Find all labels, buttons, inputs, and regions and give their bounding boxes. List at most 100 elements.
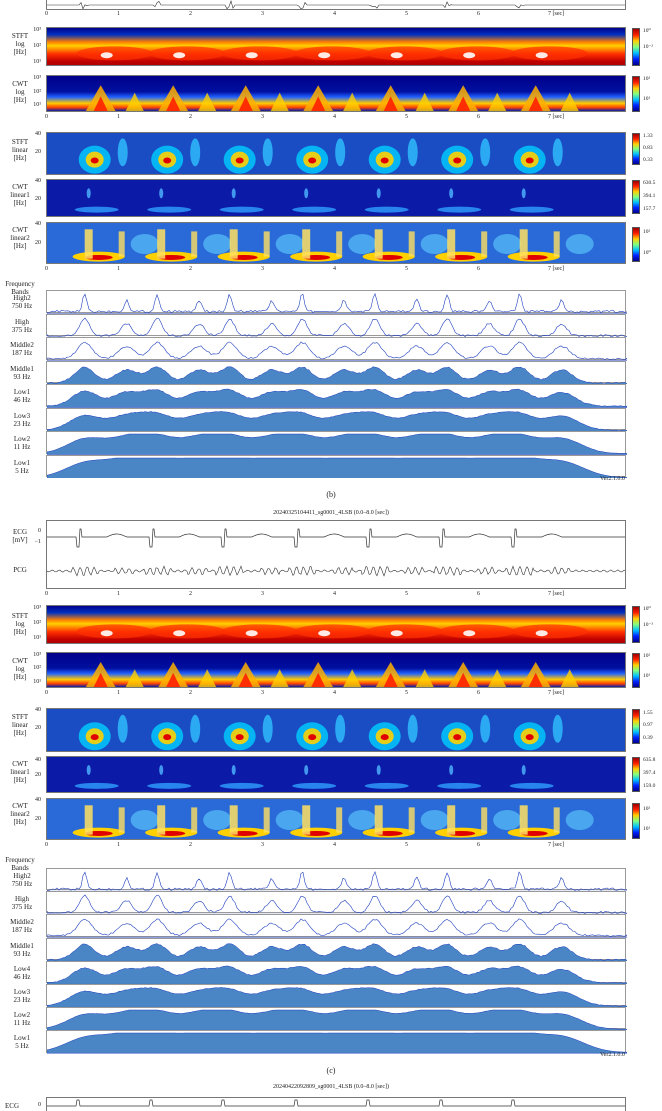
y-tick: 20 [35, 725, 41, 731]
band-trace-high2 [46, 290, 627, 314]
spectral-blob [86, 764, 91, 775]
x-tick: 2 [189, 591, 192, 597]
spectral-blob [420, 234, 449, 254]
spectral-blob [100, 630, 113, 637]
y-tick: 40 [35, 131, 41, 137]
cwt-linear1-scalogram [46, 179, 626, 217]
spectral-blob [166, 96, 181, 111]
y-tick: 10¹ [33, 635, 41, 641]
spectral-blob [163, 157, 172, 164]
spectral-blob [118, 807, 125, 833]
y-tick: 10² [33, 665, 41, 671]
frequency-bands-label: Frequency Bands [5, 856, 35, 872]
spectral-blob [366, 624, 443, 639]
spectral-blob [439, 46, 516, 61]
x-tick: 2 [189, 842, 192, 848]
stft-linear-label: STFT linear [Hz] [11, 713, 29, 737]
spectral-blob [198, 92, 217, 111]
band-envelope [47, 894, 627, 915]
band-trace-low4 [46, 960, 627, 984]
spectral-blob [157, 229, 166, 259]
y-tick: 10¹ [33, 59, 41, 65]
spectral-blob [292, 206, 337, 213]
spectral-blob [374, 805, 383, 835]
stft-log-label: STFT log [Hz] [11, 32, 29, 56]
spectral-blob [294, 46, 371, 61]
x-tick: 1 [117, 842, 120, 848]
pcg-label: PCG [13, 566, 27, 574]
spectral-blob [447, 229, 456, 259]
colorbar [632, 803, 640, 839]
x-tick: 6 [477, 11, 480, 17]
cwt-linear2-scalogram [46, 798, 626, 840]
spectral-blob [408, 231, 415, 257]
band-trace-low1 [46, 1030, 627, 1054]
y-tick: 20 [35, 816, 41, 822]
spectral-blob [376, 764, 381, 775]
cwt-linear2-scalogram [46, 222, 626, 264]
spectral-blob [535, 630, 548, 637]
spectral-blob [311, 96, 326, 111]
band-label: Low4 46 Hz [13, 964, 31, 981]
spectral-blob [219, 206, 264, 213]
x-tick: 3 [261, 266, 264, 272]
x-tick: 7 [sec] [548, 591, 565, 597]
cwt-linear2-label: CWT linear2 [Hz] [10, 802, 30, 826]
spectral-blob [231, 188, 236, 199]
spectral-blob [311, 672, 326, 687]
x-tick: 1 [117, 11, 120, 17]
x-tick: 4 [333, 591, 336, 597]
spectral-blob [221, 624, 298, 639]
band-label: Low2 11 Hz [13, 1011, 31, 1028]
spectral-blob [318, 630, 331, 637]
spectral-blob [348, 810, 377, 830]
x-tick: 2 [189, 11, 192, 17]
x-tick: 1 [117, 266, 120, 272]
spectral-blob [552, 714, 563, 743]
spectral-blob [511, 46, 588, 61]
x-tick: 3 [261, 690, 264, 696]
colorbar-tick: 10¹ [643, 96, 651, 102]
x-tick: 2 [189, 114, 192, 120]
colorbar-tick: 1.55 [643, 710, 653, 716]
spectral-blob [294, 624, 371, 639]
spectral-blob [93, 96, 108, 111]
spectral-blob [130, 810, 159, 830]
spectral-blob [415, 669, 434, 687]
colorbar [632, 133, 640, 165]
spectral-blob [509, 782, 554, 789]
spectral-blob [335, 714, 346, 743]
colorbar-tick: 0.97 [643, 722, 653, 728]
ecg-label: ECG [5, 1102, 19, 1110]
colorbar [632, 180, 640, 214]
band-trace-low1 [46, 454, 627, 478]
spectral-blob [366, 46, 443, 61]
band-trace-middle2 [46, 914, 627, 938]
spectral-blob [456, 672, 471, 687]
ecg-label: ECG [mV] [12, 528, 28, 544]
y-tick: 0 [38, 1102, 41, 1108]
stft-log-spectrogram [46, 605, 626, 644]
spectral-blob [437, 782, 482, 789]
cwt-linear1-label: CWT linear1 [Hz] [10, 760, 30, 784]
y-tick: 40 [35, 797, 41, 803]
x-tick: 6 [477, 842, 480, 848]
band-envelope [47, 410, 627, 431]
y-tick: 20 [35, 196, 41, 202]
x-tick: 0 [45, 11, 48, 17]
spectral-blob [74, 782, 119, 789]
spectral-blob [364, 782, 409, 789]
band-trace-low4 [46, 384, 627, 408]
band-envelope [47, 870, 627, 892]
spectral-blob [191, 807, 198, 833]
spectral-blob [262, 714, 273, 743]
spectral-blob [565, 234, 594, 254]
y-tick: 0 [38, 528, 41, 534]
x-tick: 0 [45, 842, 48, 848]
x-tick: 4 [333, 114, 336, 120]
colorbar-tick: 157.7 [643, 206, 656, 212]
spectral-blob [203, 234, 232, 254]
spectral-blob [238, 96, 253, 111]
spectral-blob [157, 805, 166, 835]
x-tick: 3 [261, 591, 264, 597]
